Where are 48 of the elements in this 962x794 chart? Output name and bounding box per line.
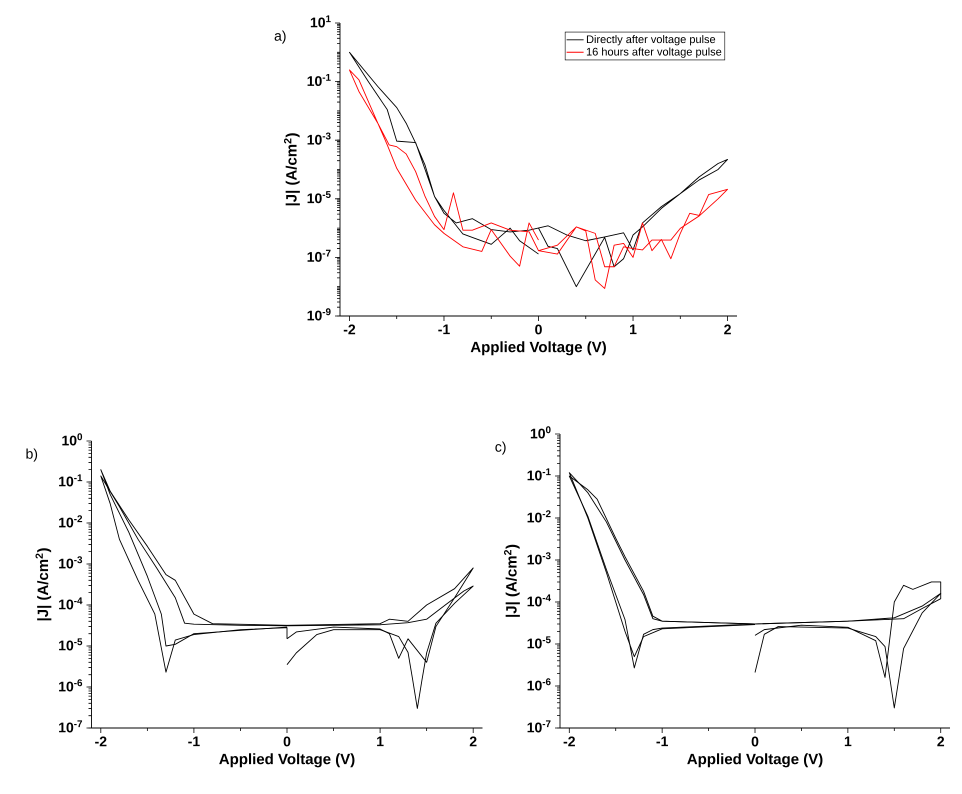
y-tick-label: 10$^{-5}$ — [528, 636, 551, 648]
y-tick-label: 10$^{1}$ — [310, 15, 331, 28]
y-tick-label: 10$^{-4}$ — [528, 594, 551, 606]
x-axis-title: Applied Voltage (V) — [687, 753, 822, 768]
y-tick-label: 10$^{-7}$ — [308, 250, 331, 262]
y-axis-title: |J| (A/cm$^{2}$) — [35, 548, 52, 620]
x-tick-label: 0 — [535, 324, 542, 334]
x-tick-label: 2 — [724, 324, 731, 334]
x-axis-title: Applied Voltage (V) — [470, 341, 606, 356]
x-tick-label: 2 — [937, 736, 944, 746]
y-tick-label: 10$^{-2}$ — [528, 510, 551, 522]
x-tick-label: 1 — [377, 736, 384, 746]
legend-label: 16 hours after voltage pulse — [586, 48, 722, 58]
y-tick-label: 10$^{-6}$ — [528, 678, 551, 690]
x-tick-label: -2 — [344, 324, 356, 334]
y-tick-label: 10$^{-6}$ — [59, 679, 82, 692]
x-tick-label: 2 — [470, 736, 477, 746]
y-tick-label: 10$^{-3}$ — [308, 132, 331, 145]
text: b) — [26, 448, 38, 462]
y-tick-label: 10$^{0}$ — [62, 433, 82, 446]
y-tick-label: 10$^{-1}$ — [59, 474, 82, 486]
y-tick-label: 10$^{-2}$ — [59, 515, 82, 528]
y-tick-label: 10$^{-1}$ — [528, 468, 551, 480]
y-tick-label: 10$^{-1}$ — [308, 74, 331, 86]
y-tick-label: 10$^{-3}$ — [59, 556, 82, 568]
x-tick-label: -2 — [564, 736, 575, 746]
y-tick-label: 10$^{-7}$ — [528, 720, 551, 732]
y-tick-label: 10$^{-7}$ — [59, 720, 82, 732]
y-tick-label: 10$^{0}$ — [530, 426, 551, 438]
x-tick-label: -1 — [438, 324, 450, 334]
text: c) — [495, 442, 506, 455]
y-tick-label: 10$^{-9}$ — [308, 308, 331, 320]
x-tick-label: 0 — [284, 736, 290, 746]
x-tick-label: -1 — [188, 736, 200, 746]
y-axis-title: |J| (A/cm$^{2}$) — [284, 133, 300, 206]
text: a) — [274, 30, 286, 44]
y-tick-label: 10$^{-3}$ — [528, 552, 551, 564]
y-axis-title: |J| (A/cm$^{2}$) — [504, 544, 520, 617]
legend-label: Directly after voltage pulse — [586, 35, 716, 46]
y-tick-label: 10$^{-5}$ — [59, 638, 82, 650]
x-axis-title: Applied Voltage (V) — [219, 753, 354, 768]
y-tick-label: 10$^{-4}$ — [59, 597, 82, 610]
x-tick-label: 1 — [844, 736, 852, 746]
x-tick-label: 1 — [630, 324, 637, 334]
y-tick-label: 10$^{-5}$ — [308, 191, 331, 204]
x-tick-label: -2 — [95, 736, 106, 746]
x-tick-label: -1 — [656, 736, 668, 746]
x-tick-label: 0 — [752, 736, 758, 746]
